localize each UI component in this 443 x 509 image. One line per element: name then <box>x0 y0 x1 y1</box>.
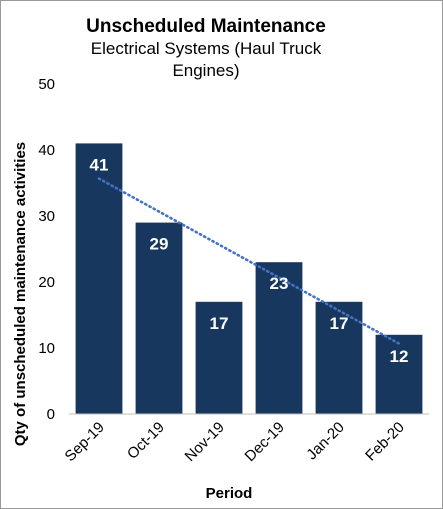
y-axis-title: Qty of unscheduled maintenance activitie… <box>12 142 29 446</box>
data-label: 29 <box>150 235 169 254</box>
bars <box>75 143 423 414</box>
data-label: 12 <box>390 347 409 366</box>
x-tick-label: Dec-19 <box>242 419 288 465</box>
y-tick-label: 30 <box>38 208 55 225</box>
x-axis-title: Period <box>206 485 253 502</box>
data-labels: 41 29 17 23 17 12 <box>90 155 409 365</box>
data-label: 23 <box>270 274 289 293</box>
y-tick-label: 0 <box>47 406 55 423</box>
bar <box>255 262 303 414</box>
chart-title: Unscheduled Maintenance <box>86 16 326 37</box>
trendline-layer <box>97 177 401 345</box>
bar <box>75 143 123 414</box>
bar <box>375 334 423 414</box>
y-tick-label: 40 <box>38 142 55 159</box>
data-label: 17 <box>330 314 349 333</box>
y-tick-label: 20 <box>38 274 55 291</box>
x-tick-label: Feb-20 <box>362 419 408 465</box>
x-tick-label: Oct-19 <box>124 419 168 463</box>
y-axis-ticks: 0 10 20 30 40 50 <box>38 76 55 423</box>
bar <box>195 301 243 414</box>
trendline <box>97 177 401 345</box>
x-tick-label: Nov-19 <box>182 419 228 465</box>
chart-subtitle-line-2: Engines) <box>172 61 239 80</box>
x-tick-label: Sep-19 <box>62 419 108 465</box>
chart-subtitle-line-1: Electrical Systems (Haul Truck <box>91 39 322 58</box>
data-label: 41 <box>90 155 109 174</box>
data-label: 17 <box>210 314 229 333</box>
y-tick-label: 50 <box>38 76 55 93</box>
x-axis-ticks: Sep-19 Oct-19 Nov-19 Dec-19 Jan-20 Feb-20 <box>62 419 408 465</box>
x-tick-label: Jan-20 <box>303 419 347 463</box>
bar <box>135 222 183 414</box>
y-tick-label: 10 <box>38 340 55 357</box>
